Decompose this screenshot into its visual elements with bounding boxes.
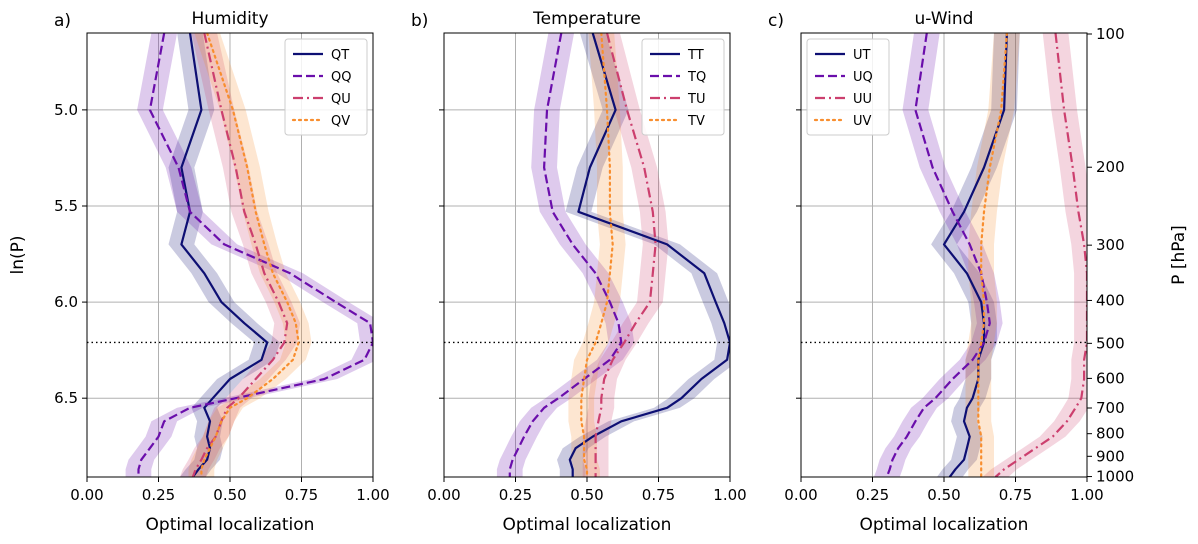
pressure-tick-label: 600 <box>1096 369 1125 387</box>
pressure-tick-label: 1000 <box>1096 468 1134 486</box>
y-axis-label: ln(P) <box>8 235 28 274</box>
panel-3: 0.00 0.25 0.50 0.75 1.00 Optimal localization… <box>768 9 1189 535</box>
x-tick-label: 0.50 <box>213 486 246 504</box>
series-line-tq <box>508 33 623 477</box>
panel-1: 0.00 0.25 0.50 0.75 1.00 Optimal localization… <box>8 9 390 535</box>
series-line-tv <box>580 33 614 477</box>
legend-label-uu: UU <box>853 92 872 107</box>
band-qv <box>188 33 312 477</box>
pressure-tick-label: 400 <box>1096 291 1125 309</box>
pressure-tick-label: 900 <box>1096 447 1125 465</box>
x-axis-label: Optimal localization <box>146 515 315 535</box>
x-axis-label: Optimal localization <box>503 515 672 535</box>
panel-title: Temperature <box>532 9 641 29</box>
panel-2: 0.00 0.25 0.50 0.75 1.00 Optimal localization… <box>411 9 747 535</box>
band-uq <box>873 33 1003 477</box>
band-qu <box>179 33 301 477</box>
pressure-tick-label: 200 <box>1096 158 1125 176</box>
panel-label: c) <box>768 11 784 31</box>
pressure-tick-label: 700 <box>1096 399 1125 417</box>
series-line-qv <box>200 33 300 477</box>
x-tick-label: 0.00 <box>70 486 103 504</box>
y-tick-label: 6.5 <box>54 389 78 407</box>
legend-label-uq: UQ <box>853 70 873 85</box>
x-tick-label: 0.25 <box>856 486 889 504</box>
legend-label-tt: TT <box>687 48 704 63</box>
series-line-uu <box>994 33 1087 477</box>
pressure-tick-label: 800 <box>1096 425 1125 443</box>
plot-area <box>444 33 730 477</box>
legend-label-tq: TQ <box>687 70 706 85</box>
series-line-uq <box>885 33 991 477</box>
legend-label-ut: UT <box>853 48 871 63</box>
legend: TT TQ TU TV <box>641 38 725 136</box>
series-line-tu <box>594 33 657 477</box>
x-tick-label: 0.50 <box>570 486 603 504</box>
x-tick-label: 0.00 <box>784 486 817 504</box>
x-tick-label: 0.50 <box>927 486 960 504</box>
band-tv <box>568 33 626 477</box>
series-line-qu <box>191 33 289 477</box>
x-tick-label: 1.00 <box>1070 486 1103 504</box>
panel-label: b) <box>411 11 428 31</box>
legend-label-qt: QT <box>331 48 349 63</box>
pressure-tick-label: 500 <box>1096 334 1125 352</box>
plot-area <box>87 33 373 477</box>
pressure-tick-label: 100 <box>1096 25 1125 43</box>
legend-label-qu: QU <box>331 92 351 107</box>
plot-area <box>801 33 1087 477</box>
legend-label-tv: TV <box>687 114 705 129</box>
series-line-qq <box>137 33 373 477</box>
y-tick-label: 6.0 <box>54 293 78 311</box>
x-tick-label: 0.25 <box>142 486 175 504</box>
series-line-uv <box>977 33 1009 477</box>
band-ut <box>931 33 1020 477</box>
x-tick-label: 0.00 <box>427 486 460 504</box>
pressure-tick-label: 300 <box>1096 236 1125 254</box>
x-tick-label: 0.75 <box>642 486 675 504</box>
band-tu <box>582 33 669 477</box>
band-uu <box>982 33 1087 477</box>
legend-label-tu: TU <box>687 92 705 107</box>
y-tick-label: 5.0 <box>54 101 78 119</box>
y-tick-label: 5.5 <box>54 197 78 215</box>
x-tick-label: 0.25 <box>499 486 532 504</box>
legend: QT QQ QU QV <box>284 38 368 136</box>
legend-box <box>806 38 890 136</box>
x-tick-label: 1.00 <box>713 486 746 504</box>
legend-label-qq: QQ <box>331 70 351 85</box>
x-tick-label: 1.00 <box>356 486 389 504</box>
band-tq <box>496 33 635 477</box>
legend-label-qv: QV <box>331 114 350 129</box>
legend: UT UQ UU UV <box>806 38 890 136</box>
pressure-axis: 100 200 300 400 500 600 700 800 900 1000 P [hPa] <box>1087 25 1189 486</box>
x-tick-label: 0.75 <box>999 486 1032 504</box>
legend-label-uv: UV <box>853 114 872 129</box>
series-line-tt <box>568 33 730 477</box>
x-axis-label: Optimal localization <box>860 515 1029 535</box>
legend-box <box>641 38 725 136</box>
x-tick-label: 0.75 <box>285 486 318 504</box>
legend-box <box>284 38 368 136</box>
panel-label: a) <box>54 11 71 31</box>
panel-title: Humidity <box>191 9 268 29</box>
panel-title: u-Wind <box>915 9 974 29</box>
pressure-axis-label: P [hPa] <box>1169 225 1189 285</box>
